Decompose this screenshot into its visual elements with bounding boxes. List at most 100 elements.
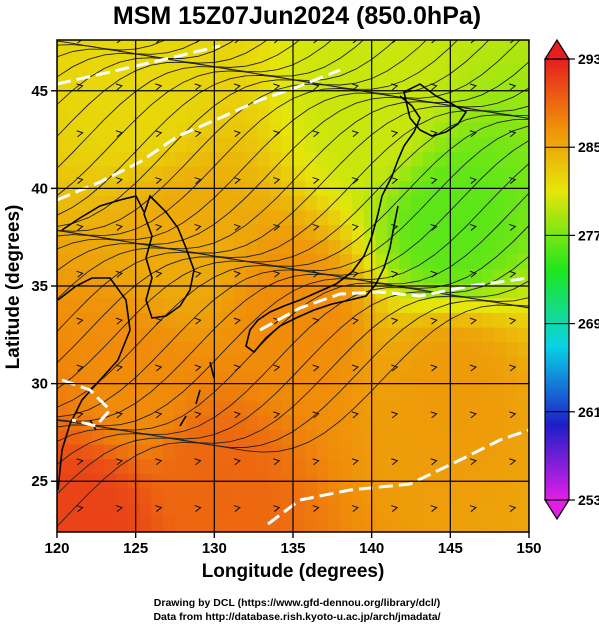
- heat-cell: [104, 488, 117, 504]
- stream-arrow: [115, 270, 123, 278]
- heat-cell: [328, 122, 341, 138]
- heat-cell: [80, 297, 93, 313]
- heat-cell: [151, 224, 164, 240]
- heat-cell: [340, 517, 353, 532]
- stream-arrow: [470, 40, 476, 44]
- heat-cell: [470, 209, 483, 226]
- heat-cell: [505, 239, 518, 255]
- heat-cell: [151, 356, 164, 372]
- heat-cell: [505, 136, 518, 152]
- heat-cell: [257, 297, 270, 313]
- heat-cell: [222, 122, 235, 138]
- heat-cell: [493, 151, 506, 167]
- heat-cell: [293, 502, 306, 518]
- grid: [57, 40, 529, 532]
- heat-cell: [470, 414, 483, 431]
- heat-cell: [116, 136, 129, 152]
- heat-cell: [92, 385, 105, 401]
- heat-cell: [257, 370, 270, 387]
- heat-cell: [163, 283, 176, 299]
- heat-cell: [269, 400, 282, 416]
- heat-cell: [470, 195, 483, 211]
- heat-cell: [434, 370, 447, 387]
- heat-cell: [163, 92, 176, 108]
- heat-cell: [186, 136, 200, 152]
- heat-cell: [481, 151, 495, 167]
- heat-cell: [363, 297, 377, 313]
- heat-cell: [116, 444, 129, 460]
- heat-cell: [446, 151, 459, 167]
- heat-cell: [411, 502, 424, 518]
- heat-cell: [269, 136, 282, 152]
- heat-cell: [68, 312, 82, 328]
- heat-cell: [316, 444, 329, 460]
- heat-cell: [234, 444, 247, 460]
- stream-arrow: [273, 505, 281, 512]
- heat-cell: [470, 327, 483, 343]
- heat-cell: [139, 312, 152, 328]
- y-axis-label: Latitude (degrees): [3, 205, 24, 370]
- heat-cell: [316, 107, 329, 123]
- heat-cell: [245, 268, 259, 284]
- heat-cell: [446, 414, 459, 431]
- heat-cell: [92, 165, 105, 182]
- heat-cell: [340, 341, 353, 357]
- heat-cell: [517, 48, 529, 64]
- heat-cell: [281, 239, 294, 255]
- heat-cell: [68, 122, 82, 138]
- heat-cell: [80, 165, 93, 182]
- heat-cell: [175, 40, 188, 50]
- heat-cell: [104, 517, 117, 532]
- heat-cell: [411, 209, 424, 226]
- heat-cell: [481, 239, 495, 255]
- stream-arrow: [194, 317, 202, 325]
- heat-cell: [422, 107, 436, 123]
- heat-cell: [470, 40, 483, 50]
- heat-cell: [316, 341, 329, 357]
- heat-cell: [186, 414, 200, 431]
- heat-cell: [340, 165, 353, 182]
- heat-cell: [151, 370, 164, 387]
- heat-cell: [257, 239, 270, 255]
- heat-cell: [422, 195, 436, 211]
- heat-cell: [210, 107, 223, 123]
- heat-cell: [458, 312, 471, 328]
- heat-cell: [281, 385, 294, 401]
- heat-cell: [422, 414, 436, 431]
- heat-cell: [293, 122, 306, 138]
- heat-cell: [375, 400, 388, 416]
- heat-cell: [104, 40, 117, 50]
- heat-cell: [104, 312, 117, 328]
- heat-cell: [328, 502, 341, 518]
- heat-cell: [57, 341, 70, 357]
- heat-cell: [375, 63, 388, 79]
- heat-cell: [80, 517, 93, 532]
- stream-arrow: [233, 364, 241, 372]
- heat-cell: [375, 327, 388, 343]
- credit-drawing: Drawing by DCL (https://www.gfd-dennou.o…: [154, 597, 440, 609]
- stream-arrow: [351, 505, 359, 512]
- heat-cell: [328, 414, 341, 431]
- heat-cell: [434, 253, 447, 269]
- colorbar-ticks: 253 261 269 277 285 293: [545, 51, 599, 508]
- heat-cell: [328, 224, 341, 240]
- heat-cell: [127, 502, 141, 518]
- heat-cell: [446, 165, 459, 182]
- heat-cell: [387, 78, 400, 94]
- heat-cell: [387, 48, 400, 64]
- heat-cell: [399, 341, 412, 357]
- heat-cell: [458, 370, 471, 387]
- heat-cell: [127, 458, 141, 474]
- heat-cell: [222, 502, 235, 518]
- heat-cell: [210, 224, 223, 240]
- heat-cell: [446, 297, 459, 313]
- heat-cell: [57, 107, 70, 123]
- heat-cell: [127, 122, 141, 138]
- heat-cell: [92, 92, 105, 108]
- heat-cell: [281, 400, 294, 416]
- heat-cell: [104, 327, 117, 343]
- heat-cell: [411, 327, 424, 343]
- heat-cell: [92, 40, 105, 50]
- contour-sw: [61, 378, 113, 428]
- heat-cell: [446, 341, 459, 357]
